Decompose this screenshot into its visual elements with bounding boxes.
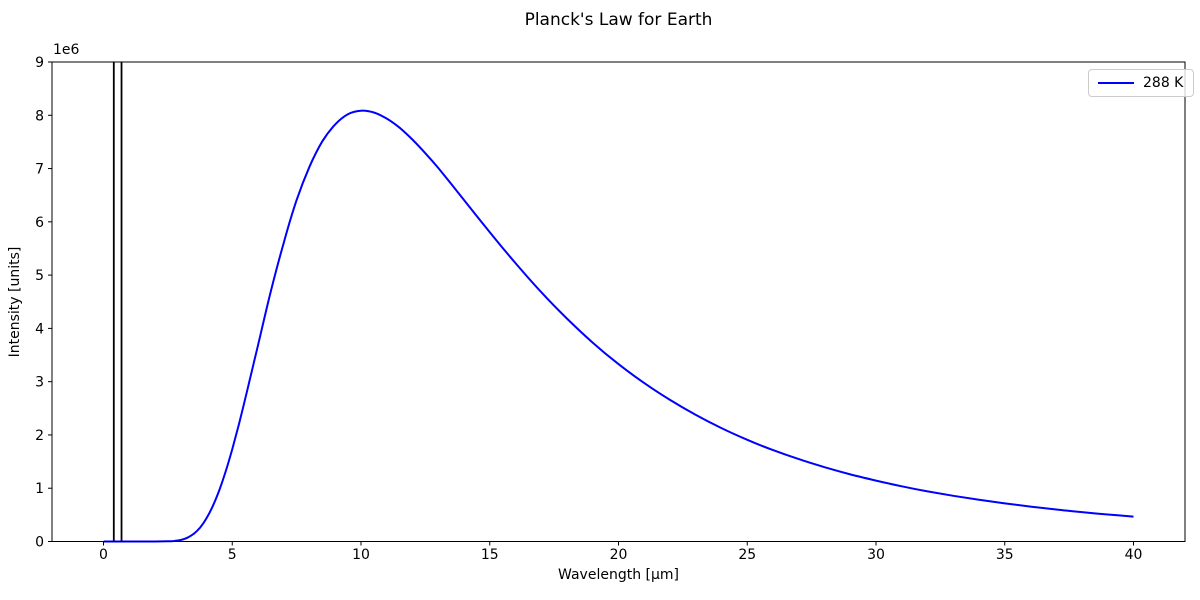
legend: 288 K bbox=[1088, 69, 1195, 97]
y-tick-label: 2 bbox=[35, 428, 44, 444]
x-tick-label: 20 bbox=[610, 547, 628, 563]
y-tick-label: 3 bbox=[35, 375, 44, 391]
x-tick-label: 15 bbox=[481, 547, 499, 563]
y-tick-label: 9 bbox=[35, 55, 44, 71]
chart-title: Planck's Law for Earth bbox=[524, 10, 713, 30]
axes-frame bbox=[51, 61, 1186, 542]
x-tick-label: 25 bbox=[738, 547, 756, 563]
legend-line-sample-icon bbox=[1098, 82, 1134, 84]
y-tick-label: 6 bbox=[35, 215, 44, 231]
y-tick-label: 7 bbox=[35, 162, 44, 178]
y-tick-label: 5 bbox=[35, 268, 44, 284]
y-axis-ticks: 0 1 2 3 4 5 6 7 8 9 bbox=[35, 55, 52, 551]
y-axis-label: Intensity [units] bbox=[7, 246, 23, 358]
y-tick-label: 4 bbox=[35, 321, 44, 337]
x-tick-label: 0 bbox=[99, 547, 108, 563]
x-axis-ticks: 0 5 10 15 20 25 30 35 40 bbox=[99, 541, 1143, 563]
y-axis-offset-text: 1e6 bbox=[53, 42, 80, 58]
y-tick-label: 1 bbox=[35, 481, 44, 497]
y-tick-label: 0 bbox=[35, 535, 44, 551]
x-axis-label: Wavelength [μm] bbox=[558, 567, 679, 583]
x-tick-label: 10 bbox=[352, 547, 370, 563]
x-tick-label: 35 bbox=[996, 547, 1014, 563]
visible-band-lines bbox=[112, 62, 123, 542]
x-tick-label: 30 bbox=[867, 547, 885, 563]
legend-entry-label: 288 K bbox=[1143, 75, 1184, 91]
x-tick-label: 5 bbox=[228, 547, 237, 563]
x-tick-label: 40 bbox=[1125, 547, 1143, 563]
planck-curve bbox=[103, 109, 1134, 543]
y-tick-label: 8 bbox=[35, 108, 44, 124]
